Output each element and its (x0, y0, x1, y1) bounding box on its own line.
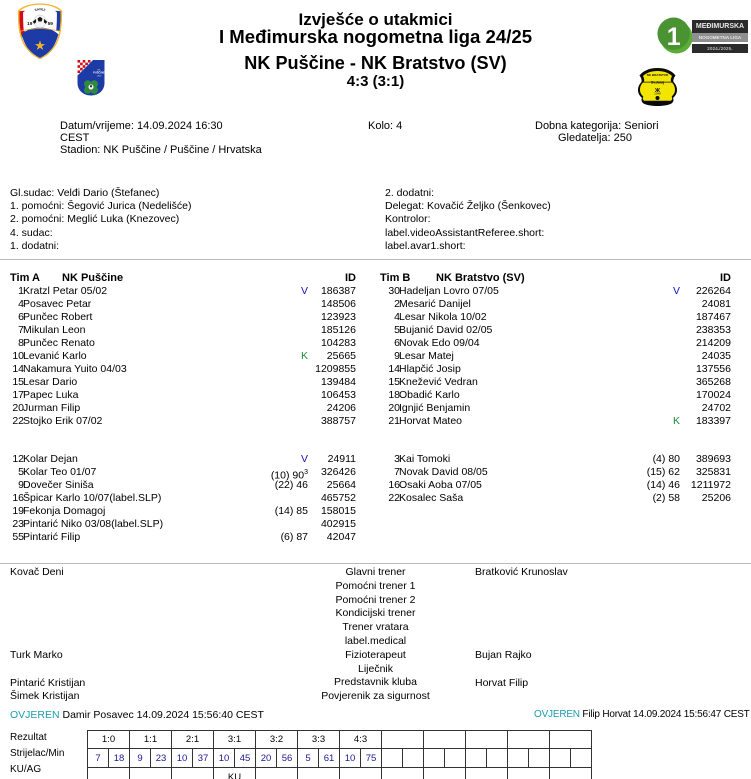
svg-text:1948: 1948 (654, 92, 661, 96)
svg-text:Sveti Juraj u Trnju: Sveti Juraj u Trnju (646, 101, 669, 105)
